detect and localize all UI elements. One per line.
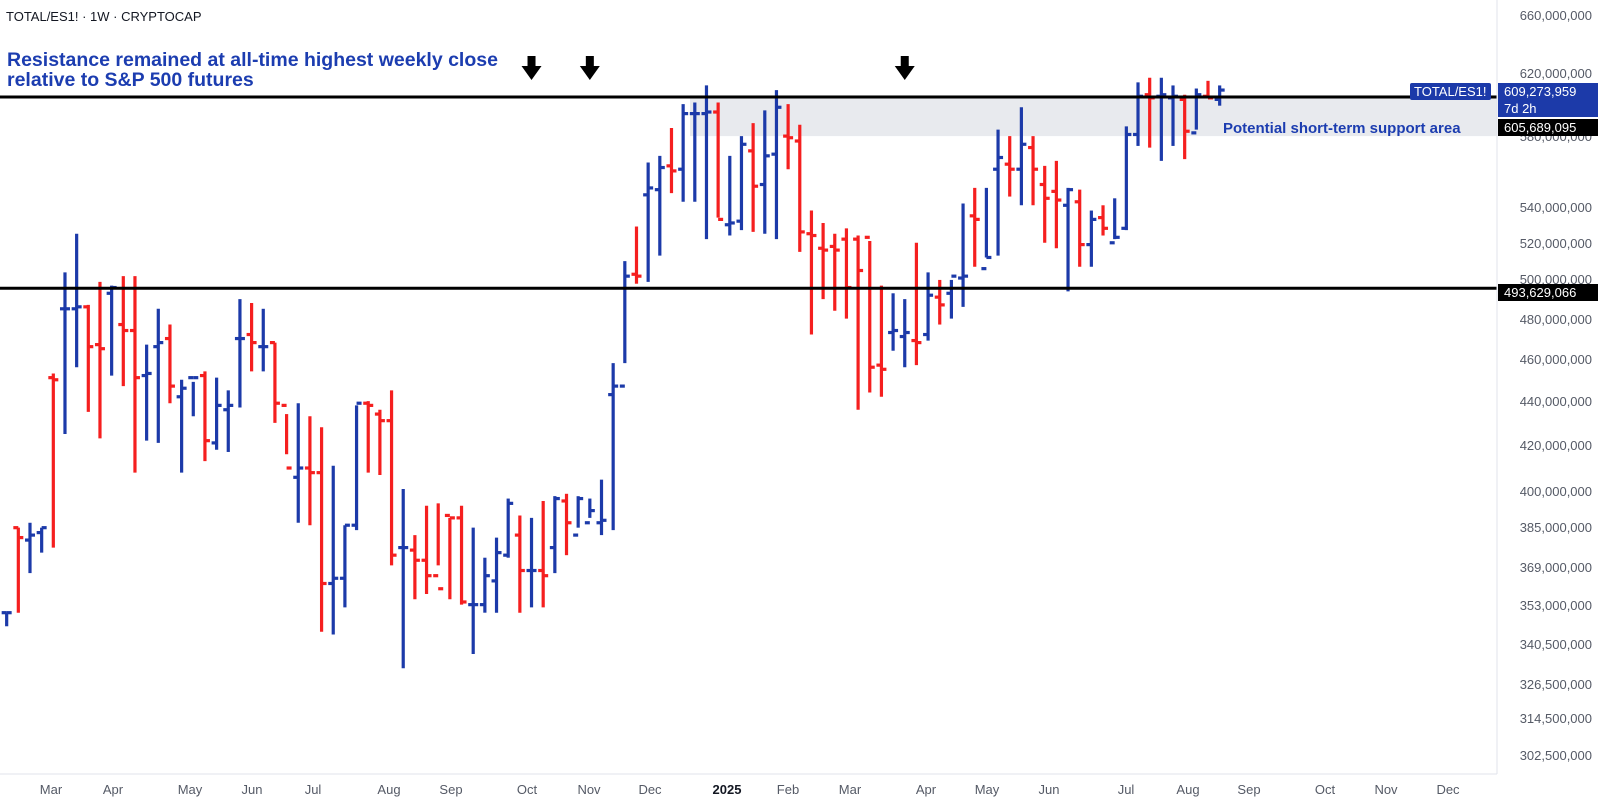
y-tick-label: 540,000,000 <box>1519 200 1592 215</box>
y-tick-label: 440,000,000 <box>1519 394 1592 409</box>
x-tick-label: Oct <box>516 782 538 797</box>
y-tick-label: 520,000,000 <box>1519 236 1592 251</box>
y-tick-label: 620,000,000 <box>1519 66 1592 81</box>
x-tick-label: Sep <box>439 782 463 797</box>
bar-countdown: 7d 2h <box>1504 101 1537 116</box>
x-tick-label: Apr <box>915 782 937 797</box>
x-tick-label: Oct <box>1314 782 1336 797</box>
x-tick-label: 2025 <box>712 782 742 797</box>
x-tick-label: Dec <box>638 782 662 797</box>
down-arrow-icon <box>579 56 600 80</box>
last-price-badge: 609,273,959 7d 2h <box>1498 83 1598 117</box>
y-tick-label: 302,500,000 <box>1519 748 1592 763</box>
x-tick-label: Nov <box>1374 782 1398 797</box>
x-tick-label: Jul <box>304 782 322 797</box>
y-tick-label: 420,000,000 <box>1519 438 1592 453</box>
y-tick-label: 340,500,000 <box>1519 637 1592 652</box>
headline-line-1: Resistance remained at all-time highest … <box>7 49 498 71</box>
x-tick-label: Feb <box>776 782 800 797</box>
x-tick-label: Sep <box>1237 782 1261 797</box>
down-arrow-icon <box>521 56 542 80</box>
y-tick-label: 460,000,000 <box>1519 352 1592 367</box>
x-tick-label: Mar <box>838 782 862 797</box>
headline-line-2: relative to S&P 500 futures <box>7 69 254 91</box>
y-tick-label: 385,000,000 <box>1519 520 1592 535</box>
x-tick-label: May <box>177 782 203 797</box>
y-tick-label: 353,000,000 <box>1519 598 1592 613</box>
y-tick-label: 480,000,000 <box>1519 312 1592 327</box>
x-tick-label: May <box>974 782 1000 797</box>
last-price-value: 609,273,959 <box>1504 84 1577 99</box>
support-area-label: Potential short-term support area <box>1223 120 1461 137</box>
x-tick-label: Dec <box>1436 782 1460 797</box>
symbol-title: TOTAL/ES1! · 1W · CRYPTOCAP <box>6 9 202 24</box>
x-tick-label: Jun <box>241 782 263 797</box>
y-tick-label: 660,000,000 <box>1519 8 1592 23</box>
symbol-tag: TOTAL/ES1! <box>1410 83 1491 100</box>
y-tick-label: 400,000,000 <box>1519 484 1592 499</box>
x-tick-label: Aug <box>377 782 401 797</box>
support-bottom-badge: 493,629,066 <box>1498 284 1598 301</box>
x-tick-label: Jul <box>1117 782 1135 797</box>
y-tick-label: 326,500,000 <box>1519 677 1592 692</box>
y-tick-label: 369,000,000 <box>1519 560 1592 575</box>
support-top-badge: 605,689,095 <box>1498 119 1598 136</box>
x-tick-label: Jun <box>1038 782 1060 797</box>
chart-headline: Resistance remained at all-time highest … <box>7 50 498 90</box>
y-tick-label: 500,000,000 <box>1519 272 1592 287</box>
x-tick-label: Mar <box>39 782 63 797</box>
x-tick-label: Nov <box>577 782 601 797</box>
y-tick-label: 314,500,000 <box>1519 711 1592 726</box>
x-tick-label: Aug <box>1176 782 1200 797</box>
x-tick-label: Apr <box>102 782 124 797</box>
support-zone <box>690 95 1497 137</box>
down-arrow-icon <box>894 56 915 80</box>
